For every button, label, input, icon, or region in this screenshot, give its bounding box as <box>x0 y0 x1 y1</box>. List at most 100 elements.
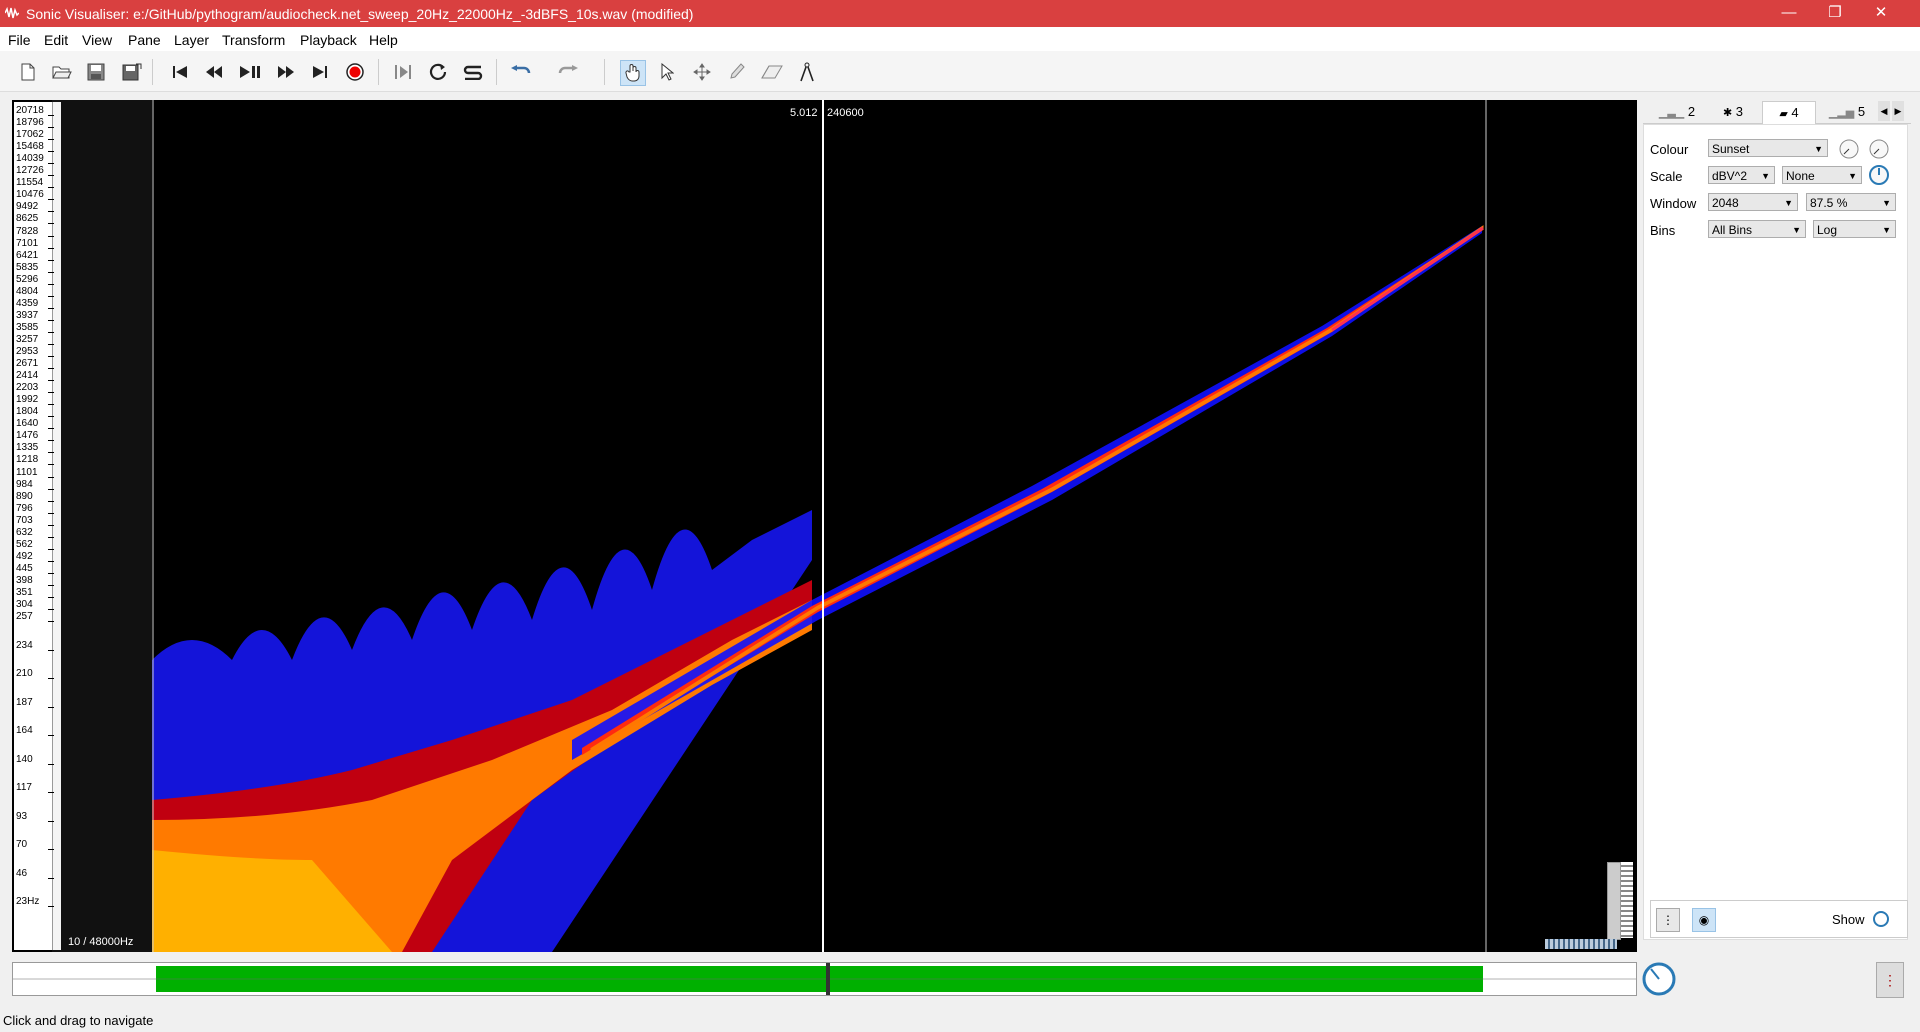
frequency-tick-mark <box>48 115 54 116</box>
save-icon[interactable] <box>84 60 108 84</box>
playback-speed-dial-icon[interactable] <box>1641 961 1677 997</box>
tab-scroll-left-icon[interactable]: ◀ <box>1878 101 1890 121</box>
frequency-tick-label: 210 <box>16 668 33 680</box>
menu-edit[interactable]: Edit <box>44 32 69 48</box>
tab-scroll-right-icon[interactable]: ▶ <box>1892 101 1904 121</box>
time-value-layer-icon: ▁▂▅ <box>1828 107 1855 119</box>
frequency-tick-mark <box>48 223 54 225</box>
move-tool-icon[interactable] <box>690 60 714 84</box>
frequency-tick-mark <box>48 331 54 333</box>
menu-help[interactable]: Help <box>369 32 398 48</box>
measure-tool-icon[interactable] <box>795 60 819 84</box>
close-button[interactable]: ✕ <box>1874 4 1888 21</box>
toolbar-separator <box>604 59 605 85</box>
scale-select[interactable]: dBV^2 ▼ <box>1708 166 1775 184</box>
frequency-tick-mark <box>48 763 54 765</box>
select-tool-icon[interactable] <box>655 60 679 84</box>
rewind-icon[interactable] <box>202 60 226 84</box>
cursor-frame-label: 240600 <box>827 107 864 119</box>
window-size-select[interactable]: 2048 ▼ <box>1708 193 1798 211</box>
horizontal-zoom-thumbwheel[interactable] <box>1545 939 1617 949</box>
frequency-tick-mark <box>48 678 54 680</box>
draw-tool-icon[interactable] <box>725 60 749 84</box>
menu-pane[interactable]: Pane <box>128 32 161 48</box>
frequency-tick-mark <box>48 706 54 708</box>
menu-file[interactable]: File <box>8 32 31 48</box>
waveform-layer-icon: ▁▃▁ <box>1658 107 1685 119</box>
frequency-tick-label: 3937 <box>16 309 39 321</box>
frequency-tick-mark <box>48 440 54 442</box>
bins-label: Bins <box>1650 223 1676 238</box>
new-file-icon[interactable] <box>16 60 40 84</box>
frequency-tick-mark <box>48 319 54 321</box>
erase-tool-icon[interactable] <box>760 60 784 84</box>
frequency-tick-label: 164 <box>16 725 33 737</box>
chevron-down-icon: ▼ <box>1761 171 1770 181</box>
rewind-start-icon[interactable] <box>168 60 192 84</box>
frequency-tick-label: 1640 <box>16 418 39 430</box>
menu-playback[interactable]: Playback <box>300 32 357 48</box>
spectrogram-layer-icon: ✱ <box>1722 107 1733 119</box>
colour-threshold-dial-icon[interactable] <box>1868 138 1890 160</box>
frequency-tick-mark <box>48 404 54 406</box>
chevron-down-icon: ▼ <box>1784 198 1793 208</box>
window-overlap-select[interactable]: 87.5 % ▼ <box>1806 193 1896 211</box>
frequency-tick-label: 11554 <box>16 177 44 189</box>
frequency-tick-label: 1476 <box>16 430 39 442</box>
loop-icon[interactable] <box>426 60 450 84</box>
frequency-tick-label: 117 <box>16 782 32 794</box>
show-toggle-icon[interactable] <box>1872 910 1890 928</box>
menu-view[interactable]: View <box>82 32 113 48</box>
redo-icon[interactable] <box>556 60 580 84</box>
forward-end-icon[interactable] <box>308 60 332 84</box>
vertical-zoom-thumbwheel[interactable] <box>1621 862 1633 938</box>
minimize-button-2[interactable]: — <box>1781 4 1797 21</box>
frequency-tick-mark <box>48 621 54 623</box>
frequency-tick-label: 17062 <box>16 129 44 141</box>
navigate-tool-icon[interactable] <box>620 60 646 86</box>
tab-layer-3[interactable]: ✱ 3 <box>1722 104 1744 119</box>
frequency-tick-label: 703 <box>16 514 33 526</box>
open-file-icon[interactable] <box>50 60 74 84</box>
spectrogram-view[interactable] <box>152 100 1637 952</box>
save-as-icon[interactable] <box>120 60 144 84</box>
menu-bar: File Edit View Pane Layer Transform Play… <box>0 27 1920 51</box>
colour-rotate-dial-icon[interactable] <box>1838 138 1860 160</box>
frequency-tick-label: 187 <box>16 696 33 708</box>
undo-icon[interactable] <box>509 60 533 84</box>
frequency-tick-mark <box>48 295 54 297</box>
gain-dial-icon[interactable] <box>1868 164 1890 186</box>
bins-select[interactable]: All Bins ▼ <box>1708 220 1806 238</box>
frequency-tick-mark <box>48 259 54 261</box>
frequency-tick-mark <box>48 199 54 201</box>
frequency-tick-label: 304 <box>16 599 33 611</box>
chevron-down-icon: ▼ <box>1792 225 1801 235</box>
fast-forward-icon[interactable] <box>274 60 298 84</box>
solo-icon[interactable] <box>461 60 485 84</box>
bin-scale-select[interactable]: Log ▼ <box>1813 220 1896 238</box>
vertical-zoom-wheel[interactable] <box>1607 862 1621 940</box>
vertical-scale-strip <box>52 100 152 952</box>
play-layer-icon[interactable]: ◉ <box>1692 908 1716 932</box>
constrained-playback-icon[interactable] <box>391 60 415 84</box>
layer-options-icon[interactable]: ⋮ <box>1656 908 1680 932</box>
frequency-tick-mark <box>48 512 54 514</box>
colour-select[interactable]: Sunset ▼ <box>1708 139 1828 157</box>
frequency-tick-label: 1992 <box>16 394 39 406</box>
status-message: Click and drag to navigate <box>3 1013 154 1028</box>
frequency-tick-mark <box>48 536 54 538</box>
tab-layer-4[interactable]: ▰ 4 <box>1762 101 1816 124</box>
frequency-tick-mark <box>48 524 54 526</box>
tab-layer-2[interactable]: ▁▃▁ 2 <box>1658 104 1696 119</box>
frequency-tick-mark <box>48 380 54 382</box>
tab-layer-5[interactable]: ▁▂▅ 5 <box>1828 104 1866 119</box>
frequency-tick-label: 15468 <box>16 141 44 153</box>
frequency-tick-label: 492 <box>16 550 33 562</box>
record-icon[interactable] <box>343 60 367 84</box>
restore-button[interactable]: ❐ <box>1812 0 1858 27</box>
normalization-select[interactable]: None ▼ <box>1782 166 1862 184</box>
menu-transform[interactable]: Transform <box>222 32 286 48</box>
cursor-time-label: 5.012 <box>790 107 818 119</box>
menu-layer[interactable]: Layer <box>174 32 210 48</box>
play-pause-icon[interactable] <box>238 60 262 84</box>
